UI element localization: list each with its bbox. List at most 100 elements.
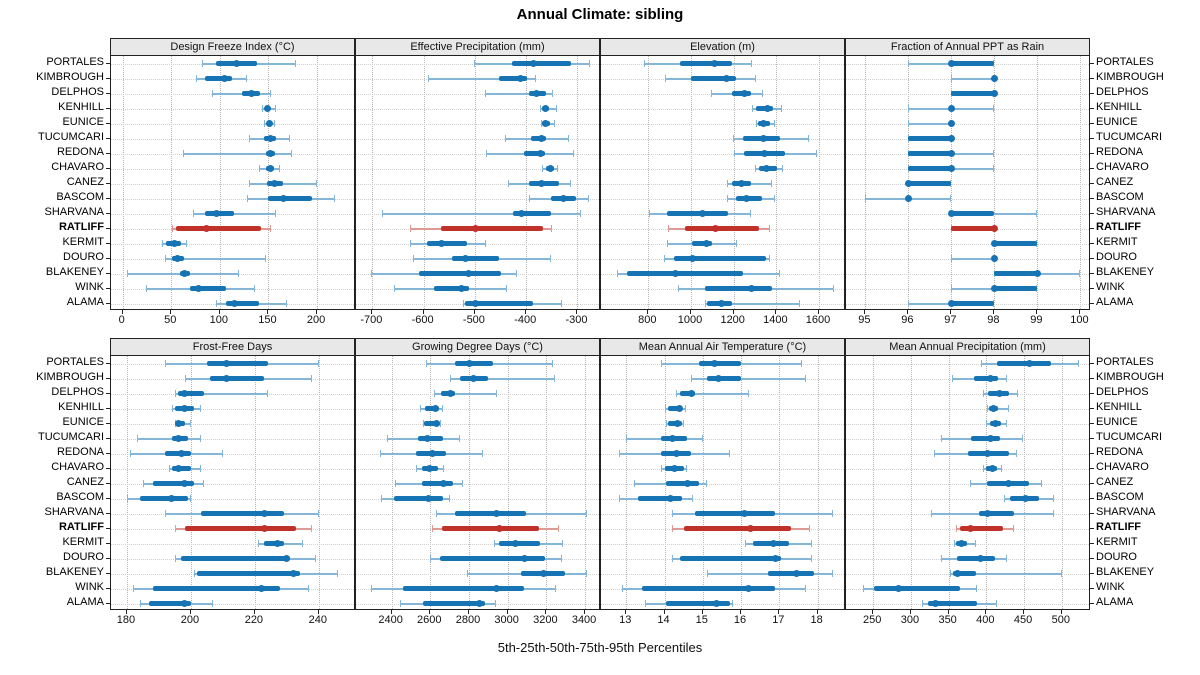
- station-tick-right: [1090, 137, 1094, 139]
- percentile-bar-25-75: [956, 556, 995, 561]
- whisker-cap-5th: [666, 420, 668, 427]
- vertical-gridline: [648, 56, 650, 309]
- station-label-right: REDONA: [1096, 446, 1144, 458]
- median-dot: [516, 75, 524, 82]
- axis-tick-label: 800: [638, 314, 657, 326]
- median-dot: [687, 390, 695, 397]
- row-gridline: [846, 423, 1089, 425]
- whisker-cap-95th: [768, 225, 770, 232]
- row-gridline: [356, 93, 599, 95]
- median-dot: [712, 225, 720, 232]
- station-label-right: RATLIFF: [1096, 221, 1142, 233]
- station-tick-right: [1090, 602, 1094, 604]
- median-dot: [168, 495, 176, 502]
- median-dot: [954, 570, 962, 577]
- station-label-right: DELPHOS: [1096, 386, 1149, 398]
- whisker-cap-95th: [754, 75, 756, 82]
- station-tick-left: [106, 272, 110, 274]
- station-tick-left: [106, 467, 110, 469]
- median-dot: [990, 225, 998, 232]
- panel-strip-label: Design Freeze Index (°C): [110, 38, 355, 56]
- station-tick-right: [1090, 362, 1094, 364]
- median-dot: [996, 390, 1004, 397]
- axis-tick-label: 100: [209, 314, 229, 326]
- whisker-cap-5th: [386, 435, 388, 442]
- station-tick-left: [106, 242, 110, 244]
- axis-tick-mark: [732, 310, 734, 314]
- axis-tick-label: 400: [976, 614, 995, 626]
- median-dot: [472, 225, 480, 232]
- whisker-cap-95th: [556, 165, 558, 172]
- whisker-cap-5th: [672, 555, 674, 562]
- median-dot: [763, 105, 771, 112]
- station-tick-left: [106, 587, 110, 589]
- whisker-cap-5th: [617, 270, 619, 277]
- row-gridline: [111, 453, 354, 455]
- whisker-cap-5th: [865, 195, 867, 202]
- whisker-cap-5th: [986, 420, 988, 427]
- whisker-cap-5th: [691, 375, 693, 382]
- median-dot: [1033, 270, 1041, 277]
- percentile-bar-25-75: [683, 526, 791, 531]
- row-gridline: [601, 543, 844, 545]
- station-label-left: KENHILL: [58, 101, 104, 113]
- axis-tick-mark: [701, 610, 703, 614]
- whisker-cap-95th: [199, 405, 201, 412]
- percentile-whisker-5-95: [381, 212, 582, 215]
- station-tick-right: [1090, 77, 1094, 79]
- whisker-cap-5th: [908, 105, 910, 112]
- whisker-cap-5th: [908, 300, 910, 307]
- median-dot: [984, 450, 992, 457]
- whisker-cap-95th: [993, 105, 995, 112]
- axis-tick-label: 3400: [571, 614, 597, 626]
- axis-tick-mark: [545, 610, 547, 614]
- percentile-bar-25-75: [680, 61, 732, 66]
- station-tick-left: [106, 392, 110, 394]
- whisker-cap-5th: [951, 285, 953, 292]
- percentile-bar-25-75: [181, 556, 291, 561]
- whisker-cap-5th: [484, 90, 486, 97]
- whisker-cap-5th: [493, 540, 495, 547]
- whisker-cap-5th: [486, 150, 488, 157]
- whisker-cap-95th: [294, 60, 296, 67]
- axis-tick-mark: [625, 610, 627, 614]
- whisker-cap-5th: [258, 165, 260, 172]
- median-dot: [181, 270, 189, 277]
- whisker-cap-95th: [1053, 495, 1055, 502]
- whisker-cap-95th: [317, 360, 319, 367]
- percentile-bar-25-75: [268, 196, 313, 201]
- axis-tick-label: 220: [244, 614, 264, 626]
- median-dot: [672, 450, 680, 457]
- vertical-gridline: [779, 356, 781, 609]
- station-tick-left: [106, 197, 110, 199]
- whisker-cap-95th: [774, 120, 776, 127]
- percentile-bar-25-75: [149, 601, 191, 606]
- axis-tick-mark: [170, 310, 172, 314]
- median-dot: [989, 405, 997, 412]
- whisker-cap-95th: [993, 165, 995, 172]
- vertical-gridline: [585, 356, 587, 609]
- station-label-left: ALAMA: [66, 596, 104, 608]
- whisker-cap-95th: [290, 150, 292, 157]
- percentile-whisker-5-95: [249, 182, 318, 185]
- percentile-bar-25-75: [908, 151, 952, 156]
- median-dot: [174, 435, 182, 442]
- whisker-cap-5th: [432, 525, 434, 532]
- median-dot: [1025, 360, 1033, 367]
- axis-tick-mark: [864, 310, 866, 314]
- percentile-whisker-5-95: [136, 437, 201, 440]
- whisker-cap-95th: [568, 135, 570, 142]
- median-dot: [723, 75, 731, 82]
- percentile-whisker-5-95: [165, 257, 266, 260]
- percentile-whisker-5-95: [691, 377, 807, 380]
- station-label-right: KERMIT: [1096, 536, 1138, 548]
- median-dot: [761, 150, 769, 157]
- station-tick-left: [106, 437, 110, 439]
- median-dot: [747, 285, 755, 292]
- vertical-gridline: [423, 56, 425, 309]
- axis-tick-mark: [950, 310, 952, 314]
- whisker-cap-95th: [246, 75, 248, 82]
- percentile-bar-25-75: [200, 511, 284, 516]
- axis-tick-mark: [467, 610, 469, 614]
- whisker-cap-95th: [212, 600, 214, 607]
